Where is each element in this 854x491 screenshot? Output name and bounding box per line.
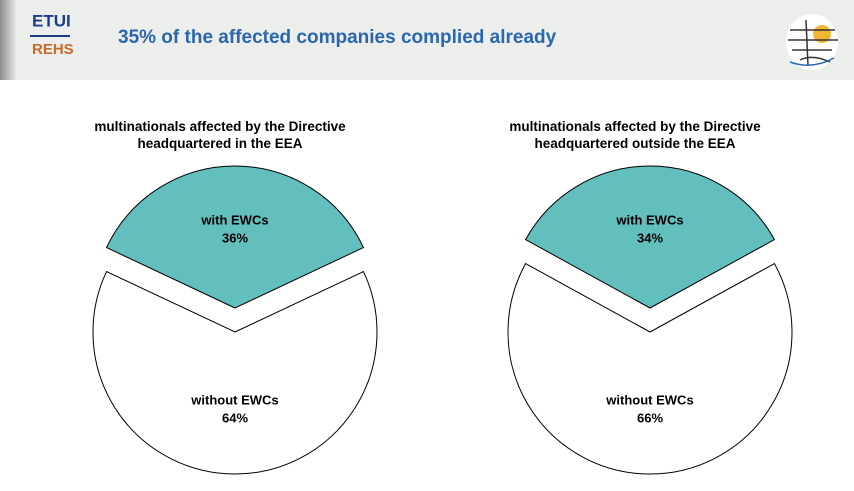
slice-label: without EWCs — [605, 393, 693, 408]
slice-value-label: 36% — [222, 230, 248, 245]
slice-value-label: 34% — [637, 230, 663, 245]
slice-label: without EWCs — [190, 393, 278, 408]
slide: ETUI REHS 35% of the affected companies … — [0, 0, 854, 491]
chart-title: multinationals affected by the Directive… — [50, 118, 390, 152]
logo-bottom: REHS — [32, 41, 74, 58]
slice-value-label: 64% — [222, 411, 248, 426]
emblem — [786, 14, 838, 70]
slice-label: with EWCs — [200, 212, 268, 227]
logo-top: ETUI — [32, 11, 71, 30]
slide-title: 35% of the affected companies complied a… — [118, 27, 557, 48]
slice-label: with EWCs — [615, 212, 683, 227]
side-band — [0, 0, 16, 80]
slice-value-label: 66% — [637, 411, 663, 426]
chart: ETUI REHS 35% of the affected companies … — [0, 0, 854, 491]
chart-title: multinationals affected by the Directive… — [465, 118, 805, 152]
